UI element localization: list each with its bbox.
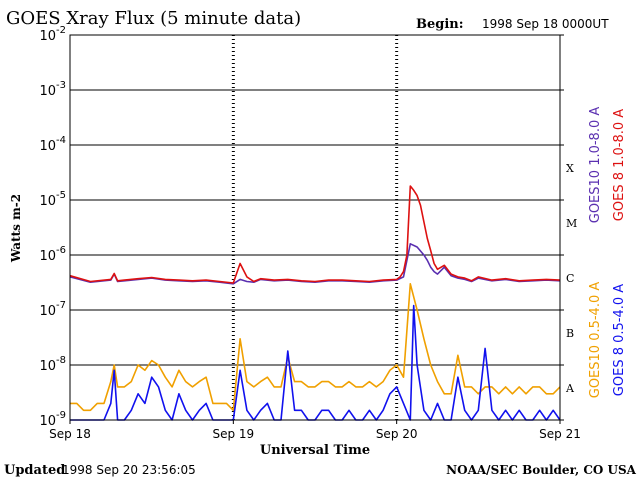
flare-class-label: B: [566, 327, 574, 340]
y-tick-label: 10-6: [39, 245, 66, 264]
legend: GOES10 1.0-8.0 A GOES 8 1.0-8.0 A GOES10 0…: [588, 107, 627, 399]
series-line-2: [70, 282, 561, 412]
begin-label: Begin:: [416, 17, 464, 32]
flare-class-label: M: [566, 217, 577, 230]
series-line-1: [69, 185, 561, 284]
grid: [70, 34, 564, 421]
x-tick-label: Sep 21: [539, 427, 581, 441]
y-axis-label: Watts m-2: [9, 194, 23, 263]
chart-title: GOES Xray Flux (5 minute data): [6, 8, 301, 29]
flare-class-label: X: [566, 162, 574, 175]
y-tick-label: 10-8: [39, 355, 66, 374]
flare-class-label: C: [566, 272, 574, 285]
updated-label: Updated: [4, 463, 65, 478]
y-tick-label: 10-4: [39, 135, 66, 154]
x-tick-label: Sep 18: [49, 427, 91, 441]
flare-class-labels: X M C B A: [565, 162, 577, 395]
plot-frame: [69, 34, 561, 421]
legend-entry: GOES 8 0.5-4.0 A: [612, 284, 627, 396]
x-tick-labels: Sep 18 Sep 19 Sep 20 Sep 21: [49, 420, 581, 441]
x-axis-label: Universal Time: [260, 443, 370, 458]
legend-entry: GOES 8 1.0-8.0 A: [612, 109, 627, 221]
x-tick-label: Sep 20: [376, 427, 418, 441]
legend-entry: GOES10 0.5-4.0 A: [588, 282, 603, 399]
y-tick-label: 10-5: [39, 190, 66, 209]
x-tick-label: Sep 19: [212, 427, 254, 441]
series-line-3: [70, 304, 561, 421]
y-tick-label: 10-3: [39, 80, 66, 99]
y-tick-labels: 10-210-310-410-510-610-710-810-9: [39, 25, 66, 429]
flare-class-label: A: [565, 382, 575, 395]
legend-entry: GOES10 1.0-8.0 A: [588, 107, 603, 224]
credit: NOAA/SEC Boulder, CO USA: [446, 463, 637, 477]
series-group: [69, 185, 561, 421]
updated-value: 1998 Sep 20 23:56:05: [62, 463, 196, 477]
begin-value: 1998 Sep 18 0000UT: [482, 17, 609, 31]
y-tick-label: 10-7: [39, 300, 66, 319]
